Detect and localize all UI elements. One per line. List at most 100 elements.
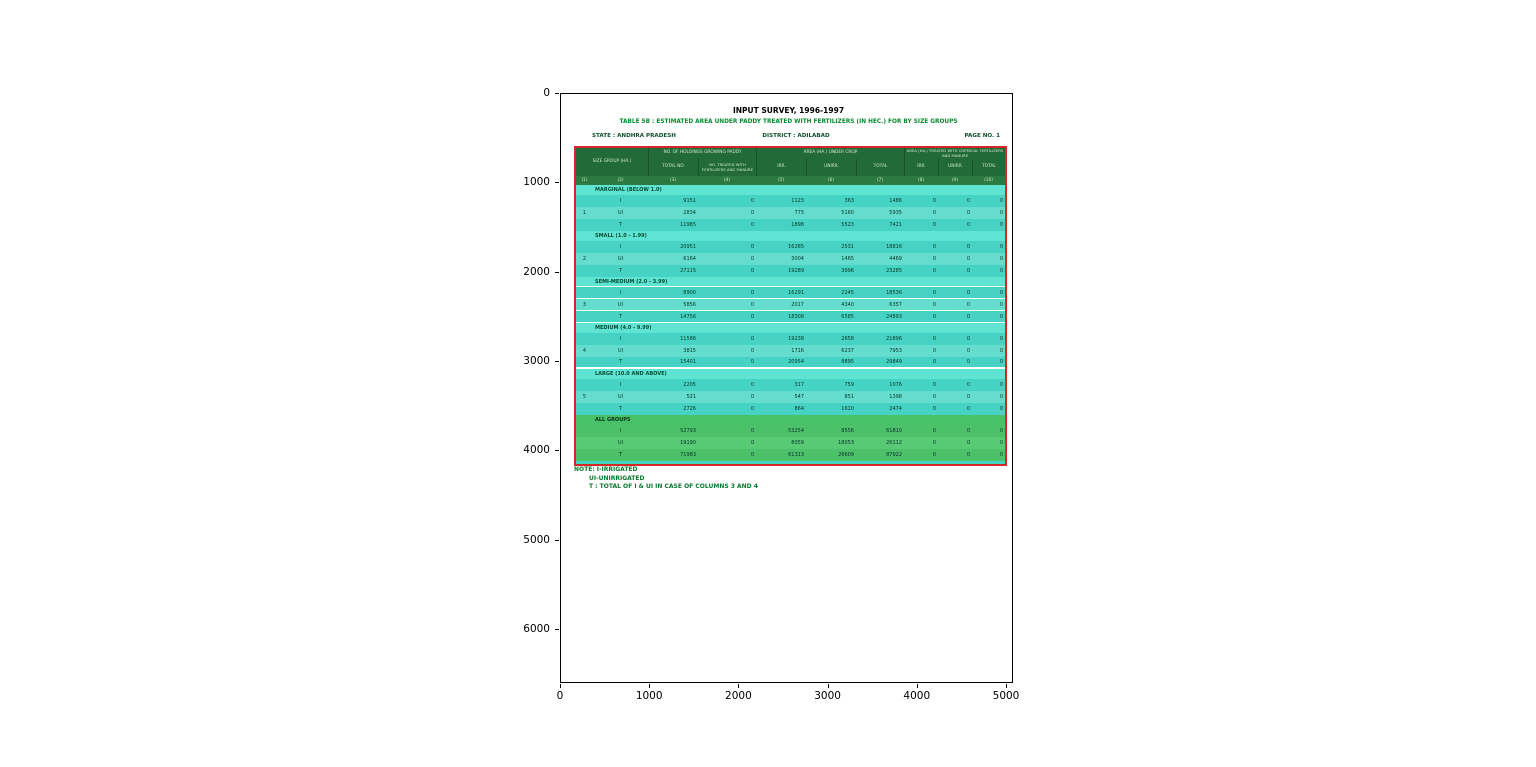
- cell-value: 2531: [841, 244, 854, 250]
- cell-value: 0: [966, 382, 970, 388]
- cell-value: 0: [932, 440, 936, 446]
- column-header-irr: IRR.: [756, 159, 806, 176]
- cell-value: 2245: [841, 289, 854, 296]
- cell-value: 2017: [791, 301, 804, 308]
- x-axis-tick-label: 0: [556, 690, 564, 702]
- size-group-label: SEMI-MEDIUM (2.0 - 3.99): [595, 278, 668, 285]
- column-number: (9): [951, 178, 959, 183]
- cell-sno: 1: [582, 210, 587, 216]
- table-row: 2 UI 6164 0 3004 1465 4469 0 0 0: [576, 253, 1005, 265]
- cell-value: 0: [999, 222, 1003, 228]
- table-row: I 52793 0 53254 8556 61810 0 0 0: [576, 425, 1005, 437]
- cell-value: 7421: [889, 222, 902, 228]
- cell-value: 61313: [788, 452, 804, 458]
- cell-value: 0: [750, 301, 754, 308]
- table-header: SIZE GROUP (HA.) NO. OF HOLDINGS GROWING…: [576, 148, 1005, 176]
- cell-value: 3815: [683, 348, 696, 354]
- cell-value: 0: [932, 452, 936, 458]
- y-axis-tick: [555, 539, 559, 541]
- cell-value: 5935: [889, 210, 902, 216]
- cell-value: 0: [999, 198, 1003, 204]
- table-body: MARGINAL (BELOW 1.0) I 9151 0 1123 363 1486 0 0 0…: [576, 185, 1005, 461]
- cell-value: 851: [844, 394, 854, 400]
- y-axis-tick: [555, 450, 559, 452]
- cell-value: 0: [999, 289, 1003, 296]
- cell-value: 0: [966, 222, 970, 228]
- cell-value: 0: [966, 301, 970, 308]
- cell-irrigation-type: I: [619, 244, 622, 250]
- table-row: T 14756 0 18308 6585 24893 0 0 0: [576, 311, 1005, 323]
- table-notes: NOTE: I-IRRIGATED UI-UNIRRIGATED T : TOT…: [574, 466, 758, 492]
- cell-value: 87922: [886, 452, 902, 458]
- cell-value: 2474: [889, 406, 902, 412]
- cell-value: 0: [932, 222, 936, 228]
- cell-irrigation-type: UI: [617, 256, 624, 262]
- cell-value: 0: [932, 301, 936, 308]
- cell-value: 0: [932, 256, 936, 262]
- cell-value: 0: [966, 198, 970, 204]
- cell-value: 0: [966, 336, 970, 342]
- table-row: T 71983 0 61313 26609 87922 0 0 0: [576, 449, 1005, 461]
- cell-value: 21896: [886, 336, 902, 342]
- cell-value: 14756: [680, 313, 696, 320]
- cell-value: 6237: [841, 348, 854, 354]
- column-header-size-group: SIZE GROUP (HA.): [592, 158, 632, 164]
- column-number: (4): [723, 178, 731, 183]
- cell-value: 0: [932, 406, 936, 412]
- cell-value: 0: [999, 313, 1003, 320]
- size-group-header: LARGE (10.0 AND ABOVE): [576, 369, 1005, 379]
- cell-value: 0: [966, 394, 970, 400]
- size-group-label: SMALL (1.0 - 1.99): [595, 233, 647, 239]
- report-subtitle: TABLE 5B : ESTIMATED AREA UNDER PADDY TR…: [619, 119, 958, 125]
- size-group-header: ALL GROUPS: [576, 415, 1005, 425]
- cell-irrigation-type: T: [618, 268, 623, 274]
- table-row: I 20951 0 16285 2531 18816 0 0 0: [576, 241, 1005, 253]
- size-group-header: MARGINAL (BELOW 1.0): [576, 185, 1005, 195]
- cell-sno: 4: [582, 348, 587, 354]
- cell-value: 1610: [841, 406, 854, 412]
- cell-value: 0: [999, 210, 1003, 216]
- cell-value: 0: [750, 198, 754, 204]
- cell-irrigation-type: UI: [617, 348, 624, 354]
- cell-value: 6164: [683, 256, 696, 262]
- cell-value: 0: [966, 348, 970, 354]
- cell-value: 0: [750, 440, 754, 446]
- column-number: (7): [876, 178, 884, 183]
- table-row: I 9151 0 1123 363 1486 0 0 0: [576, 195, 1005, 207]
- cell-value: 0: [966, 452, 970, 458]
- column-number: (10): [984, 178, 993, 183]
- cell-value: 0: [966, 256, 970, 262]
- cell-value: 0: [999, 440, 1003, 446]
- y-axis-tick: [555, 93, 559, 94]
- cell-value: 2726: [683, 406, 696, 412]
- column-header-unirr: UNIRR.: [938, 159, 972, 176]
- cell-value: 0: [966, 359, 970, 365]
- cell-value: 0: [932, 428, 936, 434]
- cell-value: 0: [750, 382, 754, 388]
- column-header-total-no: TOTAL NO.: [648, 159, 698, 176]
- cell-value: 0: [999, 406, 1003, 412]
- cell-value: 0: [932, 348, 936, 354]
- cell-value: 4340: [841, 301, 854, 308]
- cell-value: 0: [999, 359, 1003, 365]
- y-axis-tick: [555, 628, 559, 630]
- y-axis-tick-label: 0: [543, 87, 550, 99]
- cell-value: 20951: [680, 244, 696, 250]
- cell-value: 71983: [680, 452, 696, 458]
- cell-value: 3004: [791, 256, 804, 262]
- cell-value: 0: [966, 313, 970, 320]
- cell-value: 0: [750, 256, 754, 262]
- table-row: T 11985 0 1898 5523 7421 0 0 0: [576, 219, 1005, 231]
- cell-value: 29849: [886, 359, 902, 365]
- cell-irrigation-type: T: [618, 222, 623, 228]
- cell-value: 0: [932, 336, 936, 342]
- report-meta-row: STATE : ANDHRA PRADESH DISTRICT : ADILAB…: [574, 133, 1003, 139]
- cell-value: 0: [999, 256, 1003, 262]
- table-row: I 11586 0 19238 2658 21896 0 0 0: [576, 333, 1005, 345]
- cell-value: 0: [966, 428, 970, 434]
- cell-value: 0: [932, 394, 936, 400]
- column-header-area-crop: AREA (HA.) UNDER CROP: [756, 148, 904, 159]
- cell-value: 11985: [680, 222, 696, 228]
- cell-value: 0: [750, 394, 754, 400]
- y-axis-tick: [555, 182, 559, 184]
